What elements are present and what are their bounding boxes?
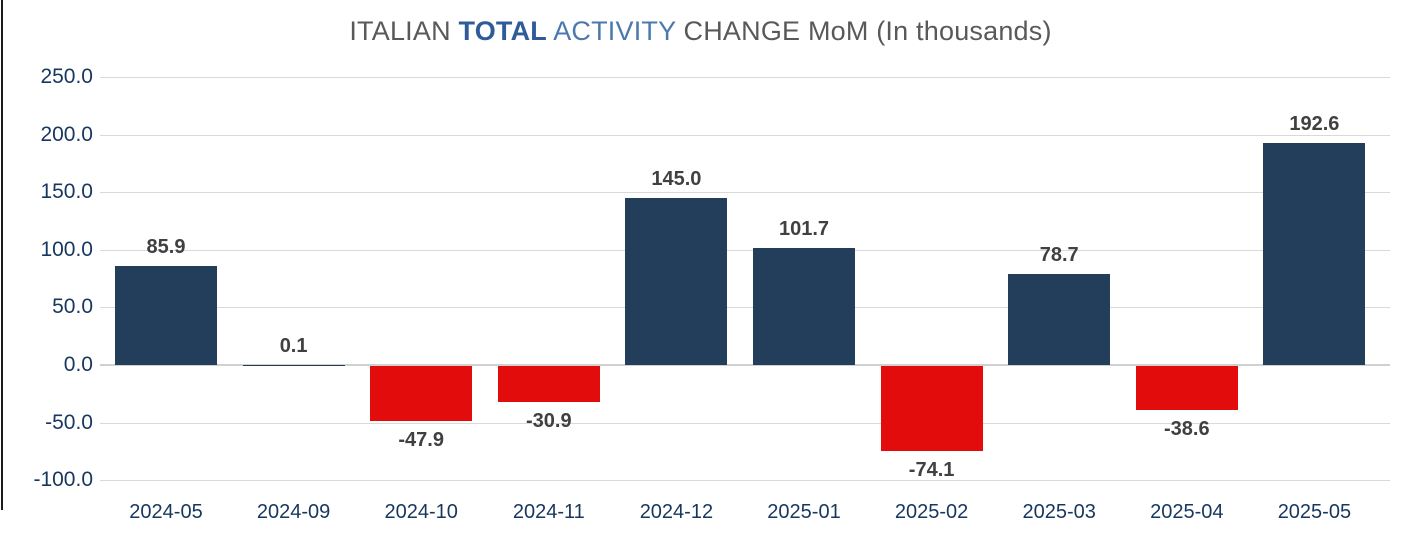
x-axis-tick-label: 2024-09 xyxy=(256,501,331,523)
y-axis-tick-label: 200.0 xyxy=(40,122,93,146)
x-axis-tick-label: 2024-12 xyxy=(639,501,714,523)
gridline xyxy=(100,134,1390,136)
y-axis-tick-label: 0.0 xyxy=(63,353,93,376)
data-label: 0.1 xyxy=(279,334,308,357)
y-axis-tick-label: -50.0 xyxy=(45,410,93,434)
data-label: 192.6 xyxy=(1289,113,1340,136)
y-axis-tick-label: 250.0 xyxy=(40,65,93,88)
bar-2024-11 xyxy=(497,366,600,402)
bar-2025-01 xyxy=(753,247,855,365)
title-segment-2: ACTIVITY xyxy=(546,16,676,46)
x-axis-tick-label: 2024-10 xyxy=(384,501,458,523)
x-axis-tick-label: 2025-01 xyxy=(767,501,841,523)
x-axis-tick-label: 2025-02 xyxy=(894,501,969,523)
bar-2025-04 xyxy=(1135,366,1238,411)
data-label: -38.6 xyxy=(1164,418,1210,441)
screenshot-left-edge-line xyxy=(1,0,3,510)
data-label: 78.7 xyxy=(1039,244,1079,267)
y-axis-tick-label: 50.0 xyxy=(52,295,93,319)
x-axis-tick-label: 2025-03 xyxy=(1022,501,1096,523)
x-axis-tick-label: 2025-04 xyxy=(1150,501,1224,523)
y-axis-tick-label: 150.0 xyxy=(40,180,93,204)
gridline xyxy=(100,307,1390,309)
bar-2024-05 xyxy=(115,266,217,365)
bar-2025-02 xyxy=(880,366,983,452)
y-axis-tick-label: -100.0 xyxy=(33,468,93,492)
bar-2024-12 xyxy=(625,197,728,365)
gridline xyxy=(100,422,1390,424)
x-axis-tick-label: 2024-11 xyxy=(512,501,585,523)
y-axis-tick-label: 100.0 xyxy=(40,237,93,261)
data-label: -47.9 xyxy=(398,429,444,452)
chart-title: ITALIAN TOTAL ACTIVITY CHANGE MoM (In th… xyxy=(0,16,1401,47)
bar-2025-03 xyxy=(1008,274,1111,365)
title-segment-1: TOTAL xyxy=(458,16,547,46)
data-label: 145.0 xyxy=(651,167,702,190)
title-segment-3: CHANGE MoM (In thousands) xyxy=(675,16,1052,46)
data-label: 85.9 xyxy=(146,236,186,259)
bar-2025-05 xyxy=(1263,143,1366,365)
gridline xyxy=(100,77,1390,78)
gridline xyxy=(100,249,1390,251)
title-segment-0: ITALIAN xyxy=(349,16,459,46)
bar-2024-10 xyxy=(370,366,473,422)
data-label: 101.7 xyxy=(778,217,830,240)
data-label: -74.1 xyxy=(908,459,955,482)
gridline xyxy=(100,192,1390,194)
zero-gridline xyxy=(100,364,1390,366)
data-label: -30.9 xyxy=(526,409,572,432)
gridline xyxy=(100,480,1390,482)
x-axis-tick-label: 2024-05 xyxy=(129,501,203,523)
x-axis-tick-label: 2025-05 xyxy=(1277,501,1352,523)
